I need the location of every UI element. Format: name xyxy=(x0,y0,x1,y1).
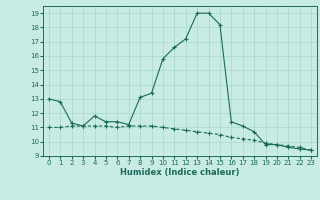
X-axis label: Humidex (Indice chaleur): Humidex (Indice chaleur) xyxy=(120,168,240,177)
